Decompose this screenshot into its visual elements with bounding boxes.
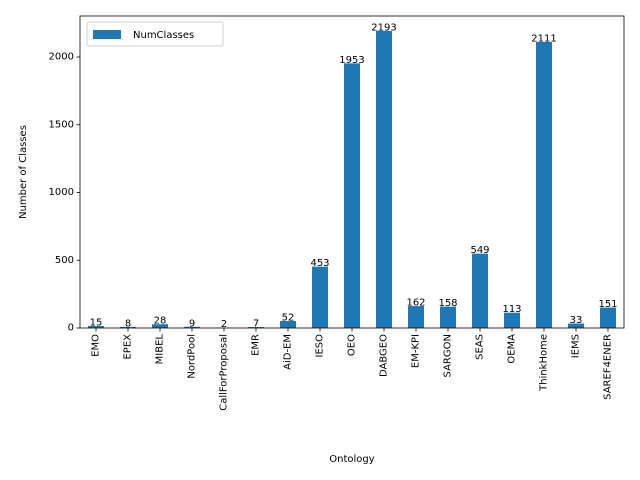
legend-swatch bbox=[93, 30, 121, 39]
bar-SEAS bbox=[472, 253, 488, 328]
bar-SARGON bbox=[440, 306, 456, 328]
bar-value-label: 549 bbox=[470, 245, 489, 256]
x-tick-label: CallForProposal bbox=[219, 334, 230, 411]
bar-value-label: 15 bbox=[90, 317, 103, 328]
x-tick-label: ThinkHome bbox=[539, 334, 550, 392]
bar-value-label: 113 bbox=[502, 304, 521, 315]
x-tick-label: SAREF4ENER bbox=[603, 334, 614, 400]
bar-value-label: 453 bbox=[310, 258, 329, 269]
bar-value-label: 2 bbox=[221, 319, 227, 330]
legend-label: NumClasses bbox=[133, 30, 194, 41]
bar-ThinkHome bbox=[536, 41, 552, 328]
x-axis-title: Ontology bbox=[329, 454, 374, 465]
bar-value-label: 2111 bbox=[531, 33, 556, 44]
y-tick-label: 500 bbox=[55, 255, 74, 266]
bar-value-label: 1953 bbox=[339, 55, 364, 66]
y-tick-label: 2000 bbox=[49, 52, 74, 63]
x-tick-label: SARGON bbox=[443, 334, 454, 377]
bar-EPEX bbox=[120, 326, 136, 328]
bar-MIBEL bbox=[152, 324, 168, 328]
bar-IESO bbox=[312, 266, 328, 328]
bar-DABGEO bbox=[376, 30, 392, 328]
bars-group bbox=[88, 30, 616, 329]
bar-value-label: 162 bbox=[406, 298, 425, 309]
bar-value-label: 158 bbox=[438, 298, 457, 309]
bar-value-label: 9 bbox=[189, 318, 195, 329]
y-axis: 0 500 1000 1500 2000 bbox=[49, 52, 80, 334]
x-tick-label: DABGEO bbox=[379, 334, 390, 377]
legend-box bbox=[86, 21, 224, 47]
x-tick-label: OEO bbox=[347, 334, 358, 356]
bar-value-label: 7 bbox=[253, 319, 259, 330]
legend: NumClasses bbox=[86, 21, 224, 47]
bar-SAREF4ENER bbox=[600, 307, 616, 328]
bar-value-label: 33 bbox=[570, 315, 583, 326]
bar-EM-KPI bbox=[408, 306, 424, 328]
y-tick-label: 0 bbox=[68, 323, 74, 334]
bar-IEMS bbox=[568, 323, 584, 328]
x-tick-label: MIBEL bbox=[155, 334, 166, 365]
x-tick-label: OEMA bbox=[507, 334, 518, 364]
x-tick-label: EPEX bbox=[123, 334, 134, 360]
x-tick-label: NordPool bbox=[187, 334, 198, 379]
bar-value-label: 8 bbox=[125, 318, 131, 329]
bar-value-label: 52 bbox=[282, 312, 295, 323]
y-tick-label: 1000 bbox=[49, 187, 74, 198]
x-tick-label: EMO bbox=[91, 334, 102, 357]
x-tick-label: IESO bbox=[315, 334, 326, 358]
x-tick-label: EMR bbox=[251, 334, 262, 356]
y-axis-title: Number of Classes bbox=[18, 125, 29, 219]
bar-EMO bbox=[88, 325, 104, 328]
bar-OEMA bbox=[504, 312, 520, 328]
x-tick-label: AiD-EM bbox=[283, 334, 294, 370]
y-tick-label: 1500 bbox=[49, 119, 74, 130]
bar-EMR bbox=[248, 327, 264, 328]
x-tick-label: EM-KPI bbox=[411, 334, 422, 368]
x-tick-label: SEAS bbox=[475, 334, 486, 360]
x-tick-label: IEMS bbox=[571, 334, 582, 358]
bar-NordPool bbox=[184, 326, 200, 328]
bar-value-label: 2193 bbox=[371, 22, 396, 33]
bar-value-label: 151 bbox=[598, 299, 617, 310]
bar-OEO bbox=[344, 63, 360, 329]
bar-value-label: 28 bbox=[154, 316, 167, 327]
x-axis: EMO EPEX MIBEL NordPool CallForProposal EMR Ai… bbox=[91, 328, 614, 411]
bar-AiD-EM bbox=[280, 320, 296, 328]
plot-frame bbox=[79, 15, 625, 329]
